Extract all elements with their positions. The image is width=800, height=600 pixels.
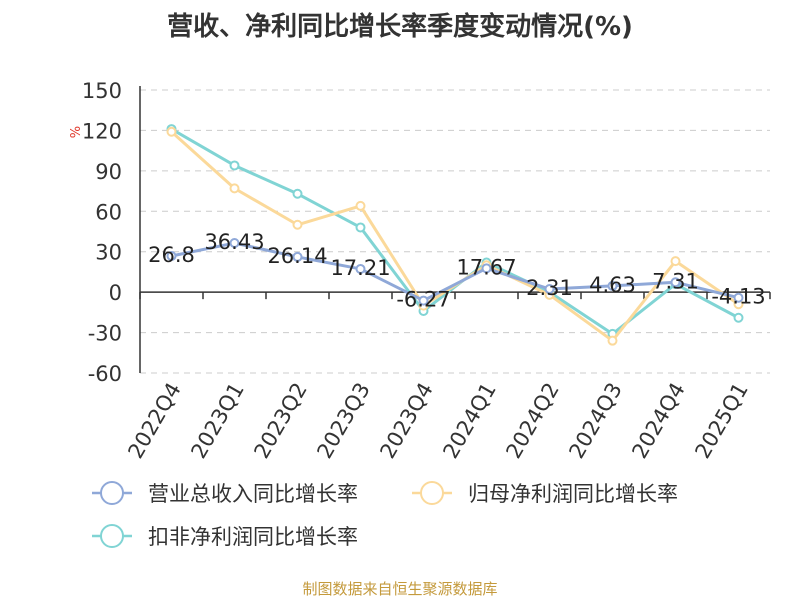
- x-tick-label: 2024Q2: [501, 379, 563, 463]
- data-point: [544, 284, 555, 295]
- data-point: [229, 238, 240, 249]
- data-label: 36.43: [204, 230, 264, 254]
- y-tick-label: 60: [95, 200, 122, 224]
- y-tick-label: 120: [82, 119, 122, 143]
- x-tick-label: 2024Q4: [627, 379, 689, 463]
- legend-marker: [420, 481, 444, 505]
- x-tick-label: 2023Q1: [186, 379, 248, 463]
- x-tick-label: 2024Q3: [564, 379, 626, 463]
- data-point: [355, 222, 366, 233]
- data-point: [292, 251, 303, 262]
- data-label: 4.63: [589, 273, 636, 297]
- data-point: [355, 200, 366, 211]
- series-line: [171, 241, 739, 303]
- data-label: 17.21: [330, 256, 390, 280]
- data-label: 26.14: [267, 244, 327, 268]
- x-tick-label: 2022Q4: [123, 379, 185, 463]
- data-point: [670, 277, 681, 288]
- y-tick-label: -30: [88, 322, 122, 346]
- data-point: [733, 292, 744, 303]
- data-label: 7.31: [652, 269, 699, 293]
- legend-label: 归母净利润同比增长率: [468, 482, 678, 506]
- y-tick-label: -60: [88, 362, 122, 386]
- data-point: [733, 312, 744, 323]
- data-point: [292, 219, 303, 230]
- x-tick-label: 2024Q1: [438, 379, 500, 463]
- data-point: [418, 295, 429, 306]
- data-point: [355, 263, 366, 274]
- x-tick-label: 2023Q2: [249, 379, 311, 463]
- y-tick-label: 0: [109, 281, 122, 305]
- data-point: [481, 263, 492, 274]
- data-point: [229, 183, 240, 194]
- y-tick-label: 30: [95, 241, 122, 265]
- x-tick-label: 2023Q4: [375, 379, 437, 463]
- data-point: [166, 251, 177, 262]
- data-label: -6.27: [396, 288, 450, 312]
- data-point: [607, 280, 618, 291]
- legend-marker: [100, 524, 124, 548]
- y-axis-label: %: [69, 126, 84, 138]
- data-label: 26.8: [148, 243, 195, 267]
- y-tick-label: 150: [82, 79, 122, 103]
- data-point: [166, 126, 177, 137]
- data-label: 17.67: [456, 255, 516, 279]
- y-tick-label: 90: [95, 160, 122, 184]
- data-point: [292, 188, 303, 199]
- legend-label: 营业总收入同比增长率: [148, 482, 358, 506]
- x-tick-label: 2025Q1: [690, 379, 752, 463]
- data-label: -4.13: [711, 285, 765, 309]
- source-note: 制图数据来自恒生聚源数据库: [302, 580, 498, 598]
- legend-label: 扣非净利润同比增长率: [148, 525, 358, 549]
- data-label: 2.31: [526, 276, 573, 300]
- x-tick-label: 2023Q3: [312, 379, 374, 463]
- legend-marker: [100, 481, 124, 505]
- data-point: [607, 335, 618, 346]
- chart-title: 营收、净利同比增长率季度变动情况(%): [167, 12, 633, 42]
- data-point: [229, 160, 240, 171]
- data-point: [670, 256, 681, 267]
